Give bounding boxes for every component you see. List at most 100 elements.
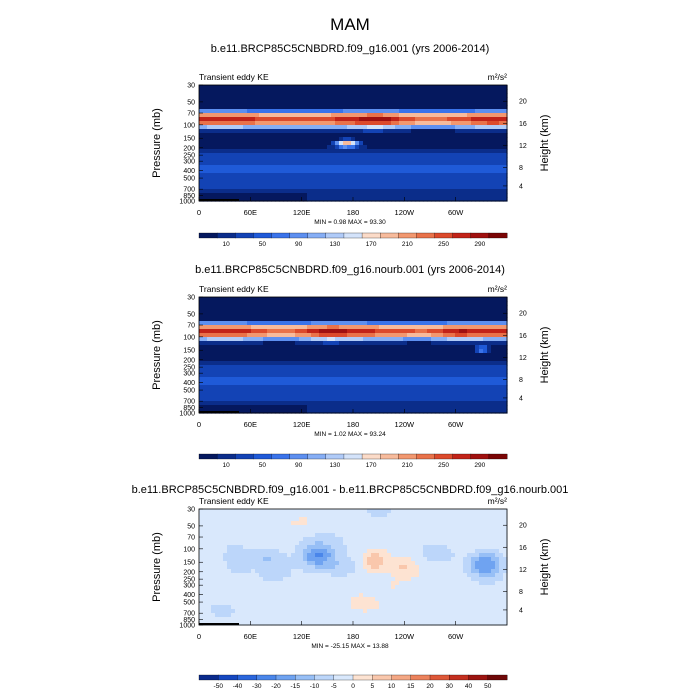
field-cell bbox=[483, 93, 488, 98]
field-cell bbox=[359, 297, 364, 302]
field-cell bbox=[247, 377, 252, 382]
field-cell bbox=[459, 89, 464, 94]
field-cell bbox=[255, 373, 260, 378]
field-cell bbox=[407, 313, 412, 318]
field-cell bbox=[495, 181, 500, 186]
y2-tick-label: 4 bbox=[519, 183, 523, 190]
field-cell bbox=[375, 161, 380, 166]
field-cell bbox=[239, 329, 244, 334]
field-cell bbox=[275, 173, 280, 178]
field-cell bbox=[375, 509, 380, 514]
field-cell bbox=[283, 181, 288, 186]
field-cell bbox=[487, 305, 492, 310]
field-cell bbox=[387, 129, 392, 134]
field-cell bbox=[363, 521, 368, 526]
field-cell bbox=[395, 517, 400, 522]
field-cell bbox=[251, 169, 256, 174]
field-cell bbox=[347, 517, 352, 522]
field-cell bbox=[259, 521, 264, 526]
field-cell bbox=[207, 141, 212, 146]
field-cell bbox=[411, 125, 416, 130]
field-cell bbox=[399, 385, 404, 390]
field-cell bbox=[395, 89, 400, 94]
field-cell bbox=[211, 109, 216, 114]
field-cell bbox=[371, 145, 376, 150]
field-cell bbox=[391, 329, 396, 334]
field-cell bbox=[431, 121, 436, 126]
field-cell bbox=[399, 137, 404, 142]
field-cell bbox=[339, 373, 344, 378]
field-cell bbox=[323, 197, 328, 202]
field-cell bbox=[279, 121, 284, 126]
field-cell bbox=[459, 173, 464, 178]
field-cell bbox=[439, 173, 444, 178]
field-cell bbox=[291, 373, 296, 378]
field-cell bbox=[295, 313, 300, 318]
field-cell bbox=[271, 297, 276, 302]
field-cell bbox=[283, 301, 288, 306]
field-cell bbox=[439, 305, 444, 310]
colorbar-swatch bbox=[380, 232, 399, 239]
field-cell bbox=[323, 117, 328, 122]
field-cell bbox=[347, 189, 352, 194]
field-cell bbox=[471, 401, 476, 406]
field-cell bbox=[375, 345, 380, 350]
field-cell bbox=[263, 117, 268, 122]
field-cell bbox=[331, 85, 336, 90]
field-cell bbox=[251, 397, 256, 402]
field-cell bbox=[199, 141, 204, 146]
field-cell bbox=[231, 329, 236, 334]
field-cell bbox=[199, 405, 204, 410]
field-cell bbox=[231, 149, 236, 154]
field-cell bbox=[287, 321, 292, 326]
field-cell bbox=[251, 89, 256, 94]
field-cell bbox=[383, 401, 388, 406]
field-cell bbox=[503, 357, 508, 362]
field-cell bbox=[467, 353, 472, 358]
field-cell bbox=[403, 309, 408, 314]
field-cell bbox=[299, 169, 304, 174]
field-cell bbox=[199, 101, 204, 106]
field-cell bbox=[315, 345, 320, 350]
field-cell bbox=[343, 185, 348, 190]
field-cell bbox=[295, 297, 300, 302]
field-cell bbox=[267, 321, 272, 326]
field-cell bbox=[435, 145, 440, 150]
field-cell bbox=[455, 301, 460, 306]
field-cell bbox=[491, 145, 496, 150]
field-cell bbox=[491, 325, 496, 330]
field-cell bbox=[215, 333, 220, 338]
field-cell bbox=[475, 393, 480, 398]
field-cell bbox=[455, 517, 460, 522]
field-cell bbox=[347, 397, 352, 402]
field-cell bbox=[295, 381, 300, 386]
field-cell bbox=[395, 121, 400, 126]
field-cell bbox=[335, 297, 340, 302]
field-cell bbox=[259, 93, 264, 98]
field-cell bbox=[503, 113, 508, 118]
field-cell bbox=[483, 301, 488, 306]
field-cell bbox=[271, 513, 276, 518]
field-cell bbox=[199, 297, 204, 302]
field-cell bbox=[343, 409, 348, 414]
field-cell bbox=[499, 165, 504, 170]
field-cell bbox=[283, 313, 288, 318]
field-cell bbox=[255, 301, 260, 306]
field-cell bbox=[407, 349, 412, 354]
field-cell bbox=[359, 129, 364, 134]
field-cell bbox=[223, 297, 228, 302]
field-cell bbox=[471, 165, 476, 170]
field-cell bbox=[323, 129, 328, 134]
field-cell bbox=[203, 385, 208, 390]
field-cell bbox=[367, 333, 372, 338]
field-cell bbox=[275, 373, 280, 378]
field-cell bbox=[375, 401, 380, 406]
colorbar-swatch bbox=[434, 232, 454, 239]
field-cell bbox=[335, 365, 340, 370]
field-cell bbox=[407, 353, 412, 358]
field-cell bbox=[207, 357, 212, 362]
field-cell bbox=[419, 181, 424, 186]
field-cell bbox=[307, 365, 312, 370]
field-cell bbox=[475, 357, 480, 362]
field-cell bbox=[463, 333, 468, 338]
